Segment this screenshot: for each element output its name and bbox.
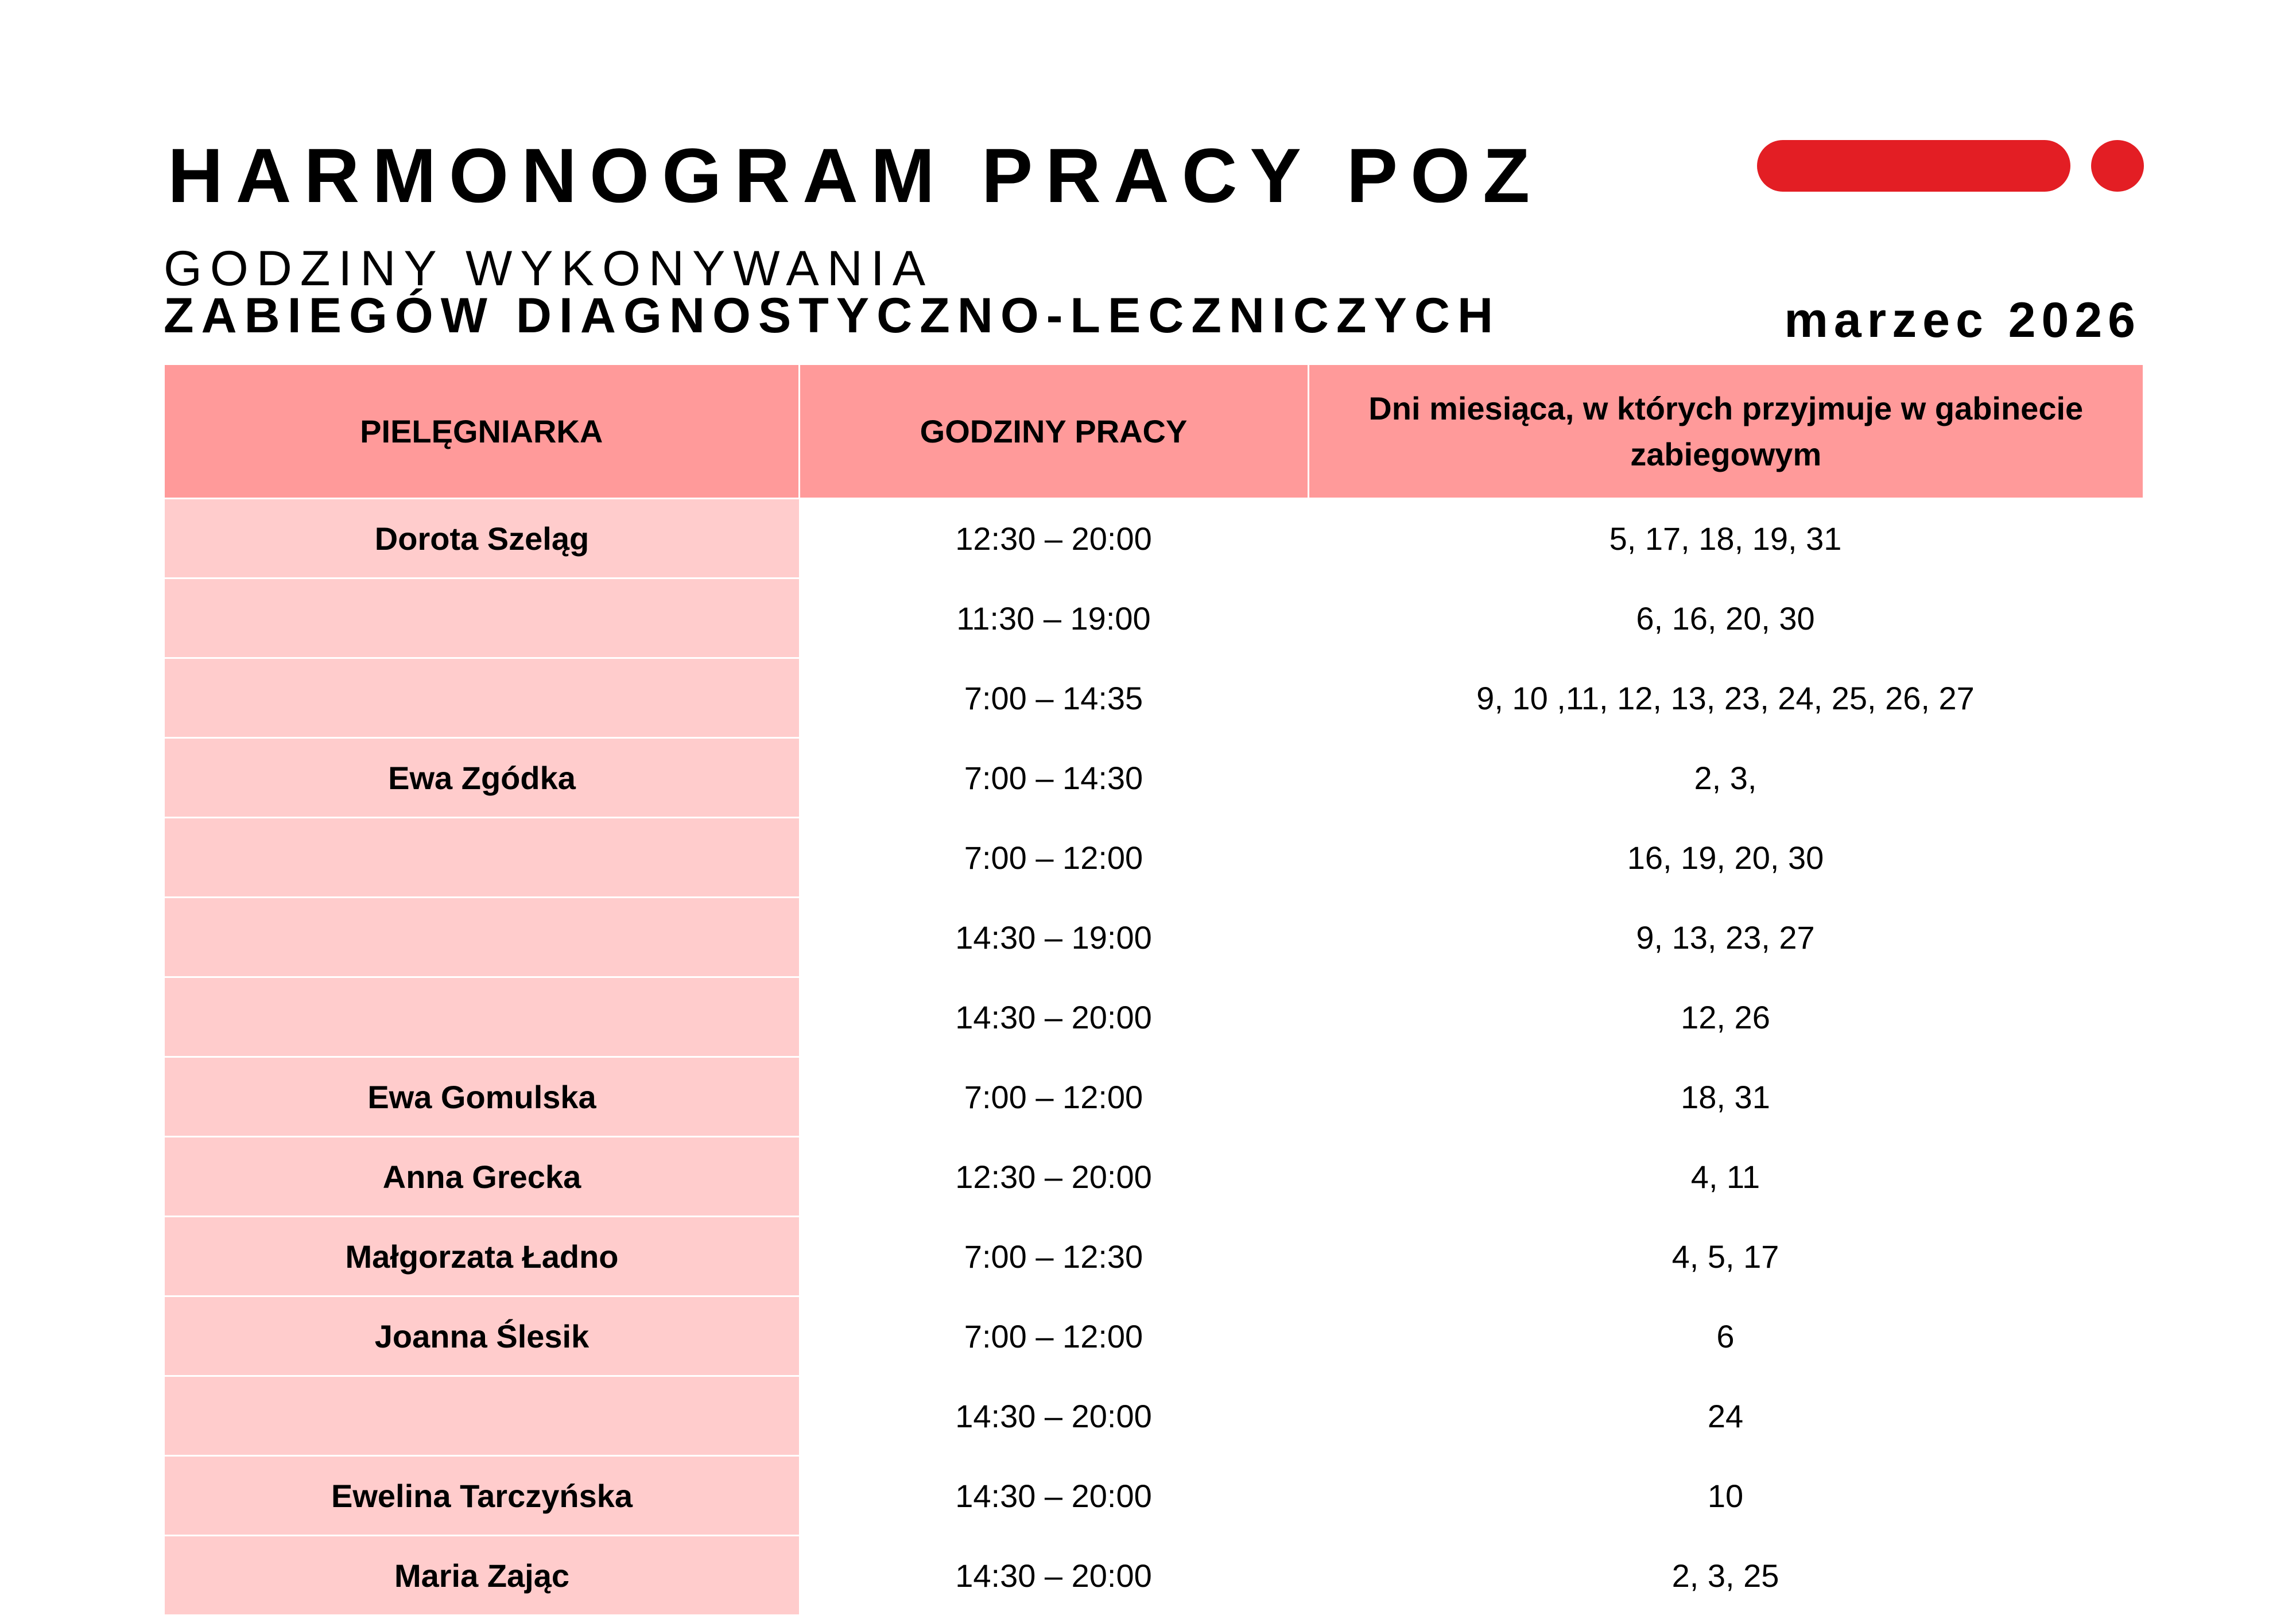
hours-cell: 14:30 – 20:00 <box>799 976 1308 1057</box>
hours-cell: 7:00 – 12:30 <box>799 1216 1308 1296</box>
hours-cell: 14:30 – 20:00 <box>799 1375 1308 1456</box>
days-cell: 4, 11 <box>1308 1136 2143 1217</box>
days-cell: 16, 19, 20, 30 <box>1308 817 2143 898</box>
nurse-name-cell: Anna Grecka <box>165 1136 799 1217</box>
table-row: 7:00 – 14:35 9, 10 ,11, 12, 13, 23, 24, 2… <box>165 657 2143 738</box>
nurse-name-cell <box>165 896 799 977</box>
hours-cell: 7:00 – 14:35 <box>799 657 1308 738</box>
days-cell: 4, 5, 17 <box>1308 1216 2143 1296</box>
days-cell: 6 <box>1308 1295 2143 1376</box>
days-cell: 10 <box>1308 1455 2143 1536</box>
days-cell: 6, 16, 20, 30 <box>1308 577 2143 658</box>
nurse-name-cell: Ewa Gomulska <box>165 1056 799 1137</box>
nurse-name-cell: Dorota Szeląg <box>165 498 799 578</box>
subtitle-line-2: ZABIEGÓW DIAGNOSTYCZNO-LECZNICZYCH <box>164 288 1501 343</box>
nurse-name-cell <box>165 817 799 898</box>
column-header-nurse: PIELĘGNIARKA <box>165 365 799 499</box>
nurse-name-cell <box>165 1375 799 1456</box>
days-cell: 12, 26 <box>1308 976 2143 1057</box>
days-cell: 9, 10 ,11, 12, 13, 23, 24, 25, 26, 27 <box>1308 657 2143 738</box>
column-header-days: Dni miesiąca, w których przyjmuje w gabi… <box>1307 365 2143 499</box>
subtitle-line-1: GODZINY WYKONYWANIA <box>164 241 934 296</box>
days-cell: 5, 17, 18, 19, 31 <box>1308 498 2143 578</box>
table-row: 11:30 – 19:00 6, 16, 20, 30 <box>165 577 2143 658</box>
hours-cell: 12:30 – 20:00 <box>799 498 1308 578</box>
decorative-red-dot <box>2091 140 2144 192</box>
days-cell: 9, 13, 23, 27 <box>1308 896 2143 977</box>
nurse-name-cell: Ewelina Tarczyńska <box>165 1455 799 1536</box>
hours-cell: 7:00 – 14:30 <box>799 737 1308 818</box>
table-row: Ewelina Tarczyńska 14:30 – 20:00 10 <box>165 1455 2143 1536</box>
hours-cell: 7:00 – 12:00 <box>799 817 1308 898</box>
nurse-name-cell: Maria Zając <box>165 1535 799 1614</box>
nurse-name-cell: Małgorzata Ładno <box>165 1216 799 1296</box>
table-row: Małgorzata Ładno 7:00 – 12:30 4, 5, 17 <box>165 1216 2143 1296</box>
table-row: Ewa Zgódka 7:00 – 14:30 2, 3, <box>165 737 2143 818</box>
table-row: Ewa Gomulska 7:00 – 12:00 18, 31 <box>165 1056 2143 1137</box>
table-row: 7:00 – 12:00 16, 19, 20, 30 <box>165 817 2143 898</box>
days-cell: 24 <box>1308 1375 2143 1456</box>
nurse-name-cell: Joanna Ślesik <box>165 1295 799 1376</box>
schedule-table: PIELĘGNIARKA GODZINY PRACY Dni miesiąca,… <box>165 365 2143 1614</box>
hours-cell: 14:30 – 20:00 <box>799 1455 1308 1536</box>
hours-cell: 11:30 – 19:00 <box>799 577 1308 658</box>
days-cell: 2, 3, <box>1308 737 2143 818</box>
table-row: 14:30 – 20:00 12, 26 <box>165 976 2143 1057</box>
nurse-name-cell <box>165 577 799 658</box>
nurse-name-cell <box>165 657 799 738</box>
hours-cell: 7:00 – 12:00 <box>799 1295 1308 1376</box>
table-header-row: PIELĘGNIARKA GODZINY PRACY Dni miesiąca,… <box>165 365 2143 499</box>
table-row: Maria Zając 14:30 – 20:00 2, 3, 25 <box>165 1535 2143 1614</box>
nurse-name-cell <box>165 976 799 1057</box>
hours-cell: 12:30 – 20:00 <box>799 1136 1308 1217</box>
hours-cell: 7:00 – 12:00 <box>799 1056 1308 1137</box>
column-header-hours: GODZINY PRACY <box>798 365 1308 499</box>
decorative-red-bar <box>1757 140 2070 192</box>
page-title: HARMONOGRAM PRACY POZ <box>168 133 1543 219</box>
table-row: 14:30 – 20:00 24 <box>165 1375 2143 1456</box>
table-row: Dorota Szeląg 12:30 – 20:00 5, 17, 18, 19,… <box>165 498 2143 578</box>
hours-cell: 14:30 – 20:00 <box>799 1535 1308 1614</box>
table-row: Joanna Ślesik 7:00 – 12:00 6 <box>165 1295 2143 1376</box>
hours-cell: 14:30 – 19:00 <box>799 896 1308 977</box>
month-label: marzec 2026 <box>1784 293 2141 348</box>
days-cell: 2, 3, 25 <box>1308 1535 2143 1614</box>
table-row: Anna Grecka 12:30 – 20:00 4, 11 <box>165 1136 2143 1217</box>
nurse-name-cell: Ewa Zgódka <box>165 737 799 818</box>
table-row: 14:30 – 19:00 9, 13, 23, 27 <box>165 896 2143 977</box>
days-cell: 18, 31 <box>1308 1056 2143 1137</box>
